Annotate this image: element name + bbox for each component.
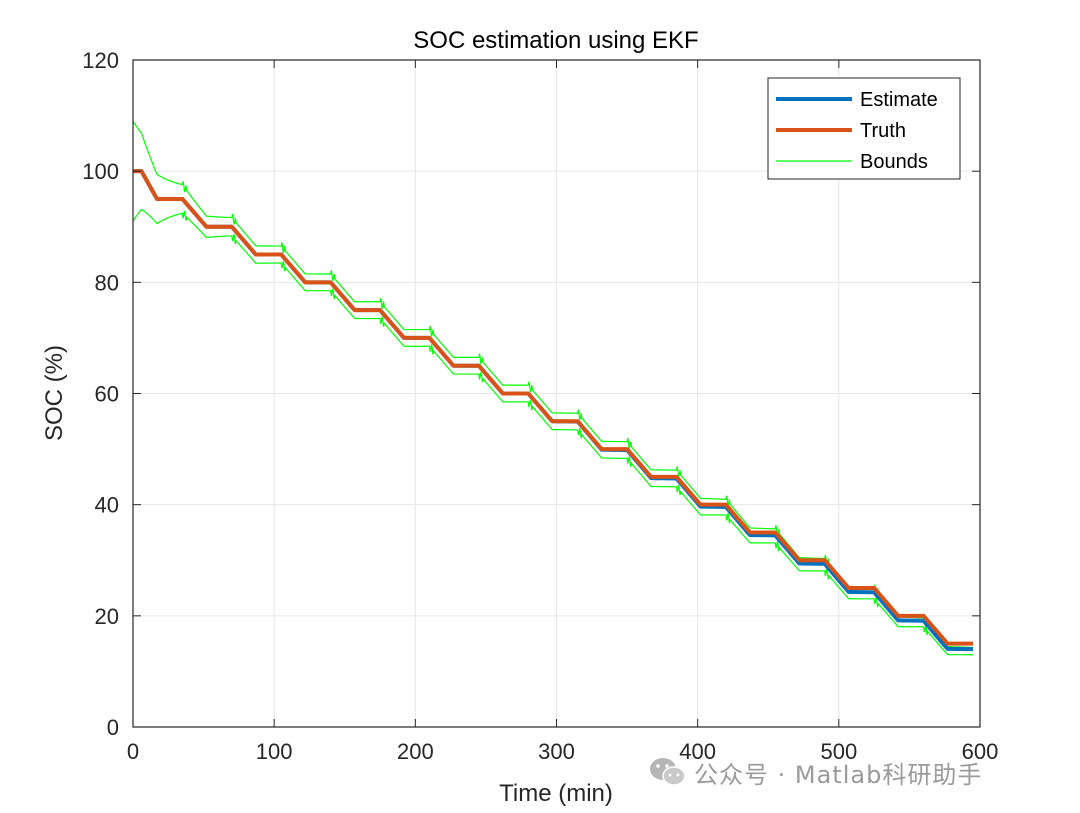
x-tick-label: 200 <box>397 739 434 764</box>
y-tick-label: 0 <box>107 715 119 740</box>
y-tick-label: 120 <box>82 48 119 73</box>
y-tick-label: 40 <box>95 493 119 518</box>
series-layer <box>131 120 975 656</box>
y-axis-label: SOC (%) <box>41 345 68 441</box>
chart-title: SOC estimation using EKF <box>413 27 698 54</box>
wechat-icon <box>650 758 686 786</box>
watermark-text: 公众号 · Matlab科研助手 <box>694 760 983 789</box>
x-tick-label: 300 <box>538 739 575 764</box>
series-truth <box>131 169 975 646</box>
ticks: 0 100 200 300 400 500 600 0 20 40 60 80 100 120 <box>82 48 998 764</box>
legend-label-estimate: Estimate <box>860 89 938 111</box>
series-bounds-lower <box>132 208 973 656</box>
watermark: 公众号 · Matlab科研助手 <box>648 752 982 792</box>
y-tick-label: 100 <box>82 159 119 184</box>
x-axis-label: Time (min) <box>499 780 613 807</box>
x-tick-label: 500 <box>820 739 857 764</box>
x-tick-label: 100 <box>256 739 293 764</box>
x-tick-label: 0 <box>127 739 139 764</box>
legend: Estimate Truth Bounds <box>767 77 961 180</box>
y-tick-label: 80 <box>95 270 119 295</box>
x-tick-label: 400 <box>679 739 716 764</box>
legend-label-truth: Truth <box>860 120 906 142</box>
legend-label-bounds: Bounds <box>860 151 928 173</box>
x-tick-label: 600 <box>962 739 999 764</box>
y-tick-label: 20 <box>95 604 119 629</box>
y-tick-label: 60 <box>95 382 119 407</box>
